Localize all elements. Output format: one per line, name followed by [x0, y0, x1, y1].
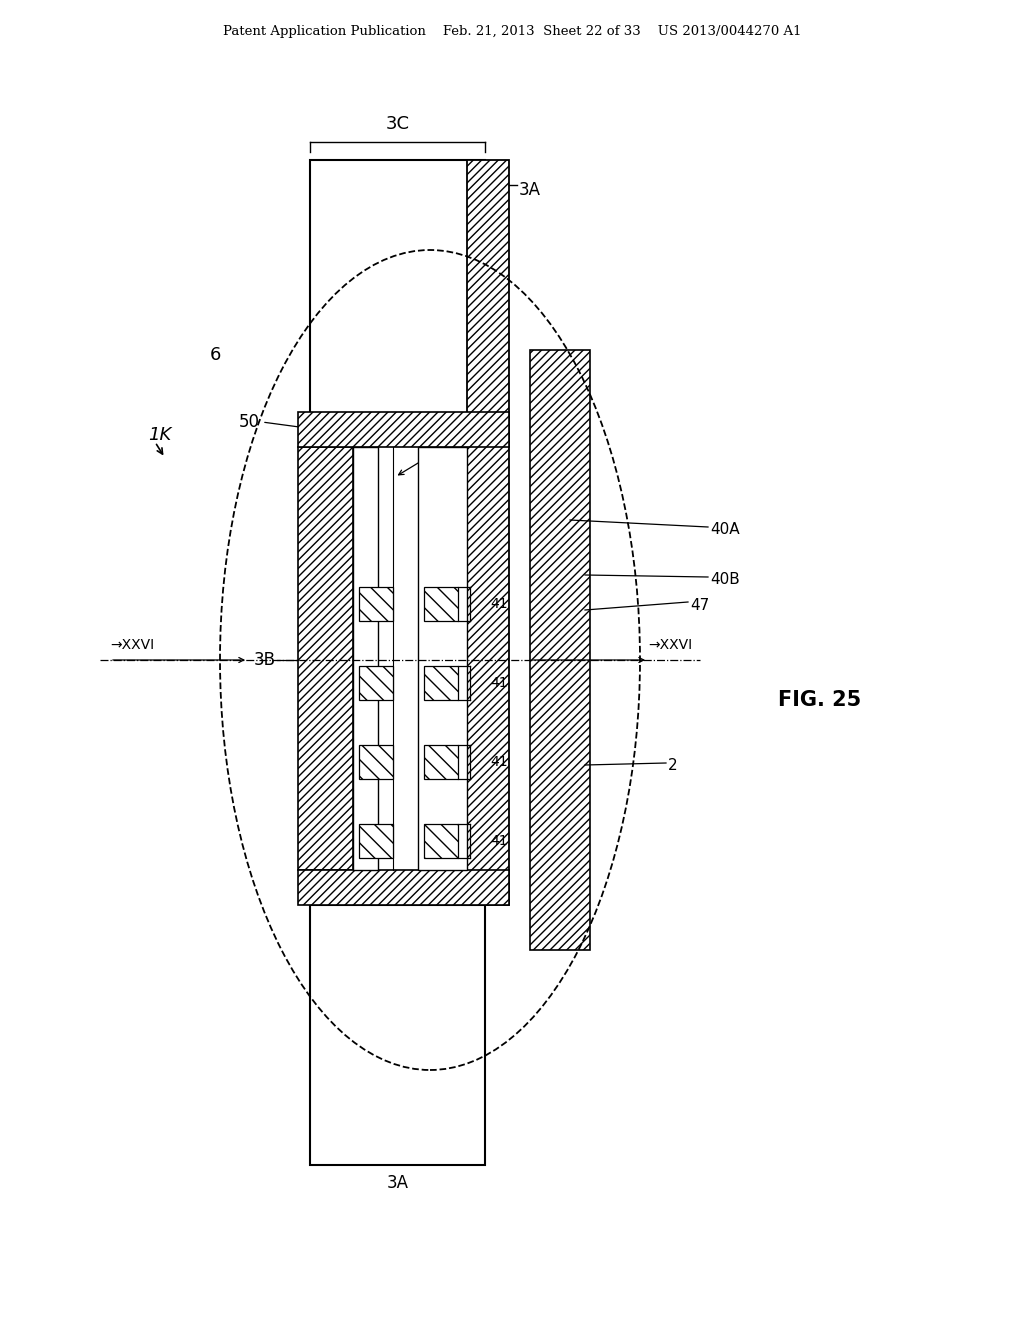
Text: FIG. 25: FIG. 25	[778, 690, 861, 710]
Text: →XXVI: →XXVI	[648, 638, 692, 652]
Bar	[310, 906, 485, 1166]
Text: 3A: 3A	[519, 181, 541, 199]
Bar	[530, 350, 590, 950]
Text: 3C: 3C	[385, 115, 410, 133]
Text: →XXVI: →XXVI	[110, 638, 155, 652]
Text: 6: 6	[210, 346, 221, 364]
Bar	[424, 667, 458, 700]
Text: 1K: 1K	[148, 426, 171, 444]
Bar	[359, 824, 393, 858]
Text: 3B: 3B	[254, 651, 276, 669]
Bar	[359, 587, 393, 620]
Text: Patent Application Publication    Feb. 21, 2013  Sheet 22 of 33    US 2013/00442: Patent Application Publication Feb. 21, …	[223, 25, 801, 38]
Text: 41: 41	[490, 834, 508, 847]
Text: 2: 2	[668, 758, 678, 772]
Text: 50: 50	[239, 413, 260, 432]
Bar	[467, 160, 509, 906]
Bar	[359, 667, 393, 700]
Bar	[424, 824, 458, 858]
Text: 40A: 40A	[710, 523, 739, 537]
Bar	[359, 744, 393, 779]
Bar	[298, 870, 509, 906]
Text: 3A: 3A	[386, 1173, 409, 1192]
Text: 47: 47	[690, 598, 710, 612]
Bar	[424, 744, 458, 779]
Bar	[418, 447, 467, 870]
Text: 41: 41	[490, 676, 508, 690]
Bar	[298, 447, 353, 870]
Bar	[310, 160, 485, 440]
Bar	[298, 412, 509, 447]
Bar	[424, 587, 458, 620]
Bar	[353, 447, 378, 870]
Text: 41: 41	[490, 597, 508, 611]
Text: 40B: 40B	[710, 573, 739, 587]
Text: 41: 41	[490, 755, 508, 770]
